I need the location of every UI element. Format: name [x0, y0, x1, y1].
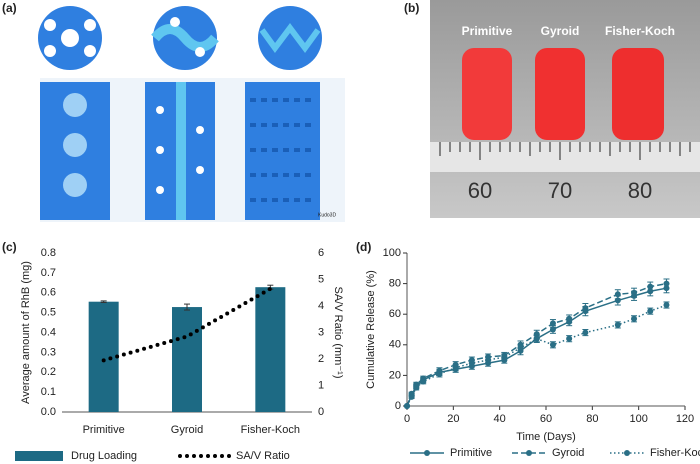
marker [549, 326, 556, 333]
legend-swatch [15, 451, 63, 461]
ruler-label: 60 [468, 178, 492, 203]
marker [420, 378, 427, 385]
scaffold-print [462, 48, 512, 140]
legend-label: Gyroid [552, 447, 584, 459]
marker [533, 335, 540, 342]
x-tick-label: 60 [540, 413, 552, 425]
y-tick-label: 0.4 [41, 326, 56, 338]
photo-label: Gyroid [541, 24, 580, 38]
marker [549, 320, 556, 327]
y-tick-label: 0.0 [41, 406, 56, 418]
marker [631, 315, 638, 322]
marker [413, 384, 420, 391]
x-tick-label: Gyroid [171, 424, 203, 436]
scaffold-print [535, 48, 585, 140]
marker [517, 344, 524, 351]
marker [566, 315, 573, 322]
y2-tick-label: 5 [318, 273, 324, 285]
scaffold-print [612, 48, 664, 140]
marker [663, 280, 670, 287]
y-tick-label: 0.5 [41, 307, 56, 319]
marker [582, 329, 589, 336]
y-tick-label: 0.7 [41, 267, 56, 279]
marker [647, 308, 654, 315]
bar [172, 307, 202, 412]
legend-label: SA/V Ratio [236, 450, 290, 462]
panel-label: (c) [2, 240, 17, 254]
watermark: Kudo3D [318, 212, 336, 218]
y2-tick-label: 0 [318, 406, 324, 418]
x-tick-label: 100 [629, 413, 647, 425]
y-tick-label: 0.1 [41, 386, 56, 398]
marker [468, 360, 475, 367]
x-tick-label: 0 [404, 413, 410, 425]
x-tick-label: 40 [494, 413, 506, 425]
y2-tick-label: 4 [318, 300, 324, 312]
line [406, 287, 667, 407]
marker [501, 354, 508, 361]
ruler-label: 70 [548, 178, 572, 203]
panel-label: (d) [356, 240, 371, 254]
y-tick-label: 20 [389, 369, 401, 381]
y-tick-label: 80 [389, 278, 401, 290]
marker [614, 291, 621, 298]
x-tick-label: 20 [447, 413, 459, 425]
marker [566, 335, 573, 342]
panel-label: (b) [404, 1, 419, 15]
marker [452, 364, 459, 371]
render-panel: Kudo3D [38, 6, 345, 222]
x-tick-label: Fisher-Koch [241, 424, 300, 436]
photo-label: Fisher-Koch [605, 24, 675, 38]
marker [549, 341, 556, 348]
y2-axis-label: SA/V Ratio (mm⁻¹) [332, 287, 344, 379]
x-tick-label: 80 [586, 413, 598, 425]
line [406, 282, 667, 407]
marker [582, 305, 589, 312]
marker [631, 289, 638, 296]
line [406, 304, 667, 407]
y-axis-label: Cumulative Release (%) [365, 270, 377, 389]
legend-label: Primitive [450, 447, 492, 459]
y-tick-label: 0.2 [41, 366, 56, 378]
panel-label: (a) [2, 1, 17, 15]
photo-panel: Primitive Gyroid Fisher-Koch 60 70 80 [430, 0, 700, 218]
y2-tick-label: 6 [318, 247, 324, 259]
bar [88, 301, 119, 412]
marker [408, 393, 415, 400]
legend-marker [526, 450, 532, 456]
x-axis-label: Time (Days) [516, 431, 575, 443]
y-tick-label: 0.6 [41, 287, 56, 299]
legend-label: Drug Loading [71, 450, 137, 462]
x-tick-label: 120 [676, 413, 694, 425]
y-tick-label: 0.3 [41, 346, 56, 358]
bar [255, 287, 286, 412]
photo-label: Primitive [462, 24, 513, 38]
marker [436, 370, 443, 377]
y-tick-label: 100 [383, 247, 401, 259]
y-axis-label: Average amount of RhB (mg) [20, 261, 32, 404]
y-tick-label: 0.8 [41, 247, 56, 259]
x-tick-label: Primitive [83, 424, 125, 436]
marker [663, 302, 670, 309]
marker [404, 403, 410, 409]
line [101, 286, 273, 363]
legend-marker [424, 450, 430, 456]
y-tick-label: 0 [395, 400, 401, 412]
disc [258, 6, 322, 70]
marker [614, 321, 621, 328]
marker [647, 283, 654, 290]
y2-tick-label: 1 [318, 379, 324, 391]
y-tick-label: 40 [389, 339, 401, 351]
marker [485, 357, 492, 364]
y-tick-label: 60 [389, 308, 401, 320]
y2-tick-label: 3 [318, 326, 324, 338]
ruler-label: 80 [628, 178, 652, 203]
y2-tick-label: 2 [318, 353, 324, 365]
legend-marker [624, 450, 630, 456]
legend-label: Fisher-Koch [650, 447, 700, 459]
